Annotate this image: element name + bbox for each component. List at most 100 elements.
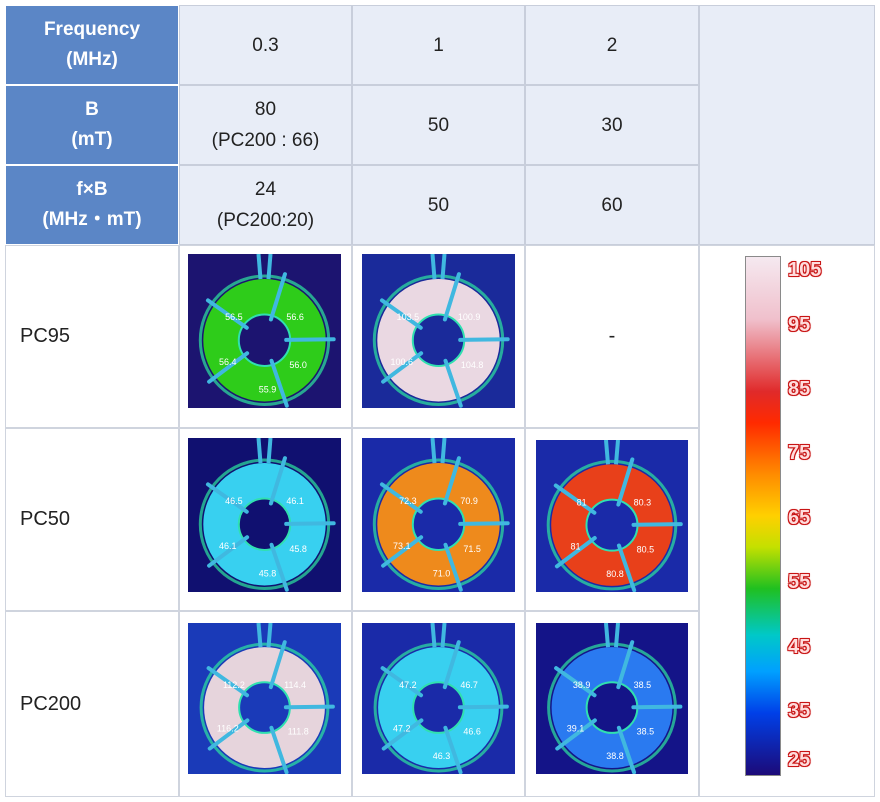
temperature-reading: 47.2	[399, 680, 417, 690]
thermogram-pc200-0.3: 112.2 114.4 116.2 111.8	[188, 623, 341, 774]
lead-wire	[266, 254, 273, 280]
winding-wire	[207, 535, 250, 568]
winding-wire	[269, 542, 289, 592]
row-label-pc50: PC50	[5, 428, 179, 611]
ring-hole	[585, 681, 639, 734]
thermogram-svg: 46.5 46.1 46.1 45.8 45.8	[188, 438, 341, 592]
winding-wire	[457, 704, 509, 710]
winding-wire	[283, 704, 335, 710]
thermogram-svg: 81 80.3 81 80.5 80.8	[536, 440, 688, 592]
thermogram-pc50-1: 72.3 70.9 73.1 71.5 71.0	[362, 438, 515, 592]
temperature-reading: 46.6	[463, 727, 481, 737]
temperature-reading: 55.9	[259, 385, 277, 395]
colorbar-tick-45: 45	[788, 636, 811, 658]
temperature-reading: 73.1	[393, 541, 411, 551]
colorbar-tick-65: 65	[788, 507, 811, 529]
thermogram-svg: 72.3 70.9 73.1 71.5 71.0	[362, 438, 515, 592]
thermogram-pc200-1: 47.2 46.7 47.2 46.6 46.3	[362, 623, 515, 774]
ring-hole	[585, 498, 639, 552]
ring-hole	[237, 313, 292, 367]
temperature-reading: 56.5	[225, 312, 243, 322]
temperature-reading: 80.3	[634, 497, 652, 507]
temperature-colorbar	[745, 256, 781, 776]
winding-wire	[616, 640, 635, 690]
winding-wire	[616, 457, 635, 507]
fxb-value-0.3: 24 (PC200:20)	[179, 165, 352, 245]
colorbar-tick-85: 85	[788, 378, 811, 400]
winding-wire	[616, 543, 637, 592]
winding-wire	[555, 718, 597, 751]
winding-wire	[443, 542, 463, 592]
temperature-reading: 112.2	[223, 680, 245, 690]
lead-wire	[614, 623, 620, 648]
winding-wire	[268, 272, 287, 322]
winding-wire	[268, 456, 287, 506]
lead-wire	[440, 623, 447, 648]
temperature-reading: 45.8	[259, 569, 277, 579]
winding-wire	[631, 704, 683, 710]
thermogram-svg: 38.9 38.5 39.1 38.5 38.8	[536, 623, 688, 774]
colorbar-cell	[699, 245, 875, 797]
thermogram-svg: 112.2 114.4 116.2 111.8	[188, 623, 341, 774]
lead-wire	[430, 438, 437, 464]
thermogram-pc50-2: 81 80.3 81 80.5 80.8	[536, 440, 688, 592]
temperature-reading: 46.3	[433, 751, 451, 761]
winding-wire	[284, 521, 336, 526]
temperature-reading: 47.2	[393, 724, 411, 734]
lead-wire	[266, 623, 273, 648]
ring-hole	[411, 497, 466, 551]
cell-pc95-2: -	[525, 245, 699, 428]
temperature-reading: 38.5	[637, 727, 655, 737]
temperature-reading: 56.6	[286, 312, 304, 322]
lead-wire	[430, 623, 437, 648]
winding-wire	[269, 725, 289, 774]
frequency-header: Frequency (MHz)	[5, 5, 179, 85]
temperature-reading: 38.9	[573, 680, 591, 690]
temperature-reading: 45.8	[289, 544, 307, 554]
lead-wire	[266, 438, 273, 464]
temperature-reading: 38.5	[634, 680, 652, 690]
temperature-reading: 46.1	[219, 541, 237, 551]
winding-wire	[442, 640, 461, 690]
temperature-reading: 103.5	[397, 312, 420, 322]
lead-wire	[604, 623, 610, 648]
temperature-reading: 46.1	[286, 496, 304, 506]
lead-wire	[256, 254, 263, 280]
temperature-reading: 46.5	[225, 496, 243, 506]
colorbar-tick-55: 55	[788, 571, 811, 593]
lead-wire	[430, 254, 437, 280]
b-value-1: 50	[352, 85, 525, 165]
thermogram-pc95-0.3: 56.5 56.6 56.4 56.0 55.9	[188, 254, 341, 408]
lead-wire	[440, 438, 447, 464]
temperature-reading: 71.5	[463, 544, 481, 554]
fxb-header: f×B (MHz・mT)	[5, 165, 179, 245]
thermogram-svg: 103.5 100.9 100.6 104.8	[362, 254, 515, 408]
temperature-reading: 100.9	[458, 312, 481, 322]
colorbar-tick-75: 75	[788, 442, 811, 464]
temperature-reading: 111.8	[288, 727, 309, 737]
winding-wire	[205, 482, 249, 514]
winding-wire	[554, 536, 597, 569]
ring-hole	[412, 681, 465, 734]
colorbar-tick-105: 105	[788, 259, 822, 281]
winding-wire	[205, 298, 249, 330]
lead-wire	[604, 440, 610, 465]
winding-wire	[284, 337, 336, 342]
winding-wire	[616, 725, 637, 774]
temperature-reading: 80.8	[606, 569, 624, 579]
temperature-reading: 38.8	[606, 751, 624, 761]
winding-wire	[206, 666, 250, 698]
temperature-reading: 71.0	[433, 569, 451, 579]
winding-wire	[443, 358, 463, 408]
fxb-value-1: 50	[352, 165, 525, 245]
lead-wire	[256, 623, 263, 648]
temperature-reading: 39.1	[567, 724, 585, 734]
winding-wire	[553, 483, 597, 515]
lead-wire	[440, 254, 447, 280]
thermogram-pc95-1: 103.5 100.9 100.6 104.8	[362, 254, 515, 408]
fxb-value-2: 60	[525, 165, 699, 245]
winding-wire	[443, 725, 463, 774]
temperature-reading: 56.0	[289, 360, 307, 370]
thermogram-svg: 47.2 46.7 47.2 46.6 46.3	[362, 623, 515, 774]
